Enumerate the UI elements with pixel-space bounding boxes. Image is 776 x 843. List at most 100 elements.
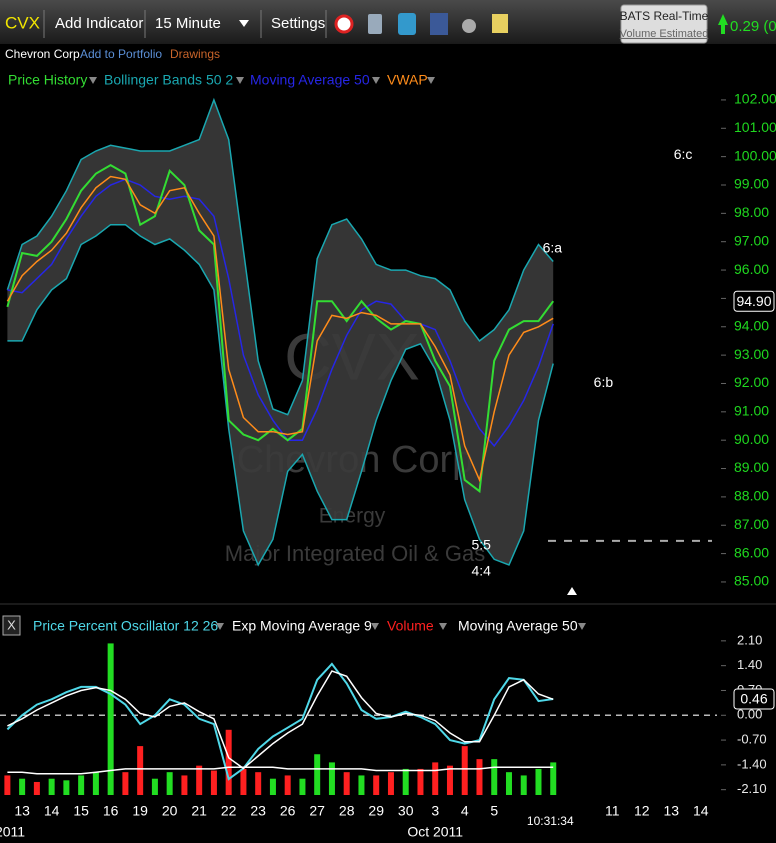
legend-arrow[interactable]: [439, 623, 447, 630]
legend-arrow[interactable]: [216, 623, 224, 630]
volume-bar: [78, 775, 85, 795]
annotation: 5:5: [472, 537, 492, 553]
legend-arrow[interactable]: [89, 77, 97, 84]
change: 0.29 (0.: [730, 18, 776, 35]
legend-entry[interactable]: Bollinger Bands 50 2: [104, 72, 233, 88]
x-tick-label: 14: [693, 803, 709, 819]
legend-arrow[interactable]: [372, 77, 380, 84]
volume-bar: [255, 772, 262, 795]
y-tick-label: 90.00: [734, 431, 769, 447]
y-tick-label: 93.00: [734, 346, 769, 362]
x-tick-label: 14: [44, 803, 60, 819]
sticky-icon[interactable]: [492, 14, 508, 33]
x-tick-label: 11: [605, 803, 620, 819]
y-tick-label: 96.00: [734, 261, 769, 277]
x-tick-label: 30: [398, 803, 414, 819]
x-tick-label: 5: [490, 803, 498, 819]
last-value-box: [733, 688, 775, 710]
close-button[interactable]: X: [7, 617, 16, 632]
x-tick-label: 13: [14, 803, 30, 819]
legend-entry[interactable]: VWAP: [387, 72, 428, 88]
y-tick-label: 1.40: [737, 657, 762, 672]
notes-icon[interactable]: [368, 14, 382, 34]
legend-entry[interactable]: Moving Average 50: [458, 618, 578, 634]
volume-bar: [137, 746, 144, 795]
volume-bar: [284, 775, 291, 795]
x-tick-label: 13: [663, 803, 679, 819]
twitter-icon[interactable]: [398, 13, 416, 35]
y-tick-label: 85.00: [734, 573, 769, 589]
legend-arrow[interactable]: [578, 623, 586, 630]
volume-bar: [432, 762, 439, 795]
volume-bar: [417, 768, 424, 795]
volume-bar: [299, 778, 306, 795]
y-tick-label: 101.00: [734, 119, 776, 135]
close-box[interactable]: [2, 615, 21, 636]
company: Chevron Corp: [5, 47, 80, 61]
legend-entry[interactable]: Price History: [8, 72, 87, 88]
feed-note[interactable]: Volume Estimated: [620, 28, 709, 40]
volume-bar: [92, 772, 99, 795]
y-tick-label: 94.00: [734, 317, 769, 333]
volume-bar: [550, 762, 557, 795]
y-tick-label: 102.00: [734, 91, 776, 107]
y-tick-label: -0.70: [737, 732, 767, 747]
volume-bar: [328, 762, 335, 795]
drawings[interactable]: Drawings: [170, 47, 220, 61]
interval[interactable]: 15 Minute: [155, 15, 221, 32]
legend-arrow[interactable]: [371, 623, 379, 630]
volume-bar: [225, 729, 232, 795]
toolbar-icons: [334, 13, 508, 35]
legend-arrow[interactable]: [236, 77, 244, 84]
volume-bar: [269, 778, 276, 795]
y-tick-label: 100.00: [734, 147, 776, 163]
y-tick-label: 88.00: [734, 488, 769, 504]
x-tick-label: 16: [103, 803, 119, 819]
annotation: 6:c: [674, 146, 693, 162]
y-tick-label: 86.00: [734, 544, 769, 560]
add-indicator[interactable]: Add Indicator: [55, 15, 143, 32]
volume-bar: [476, 759, 483, 795]
x-tick-label: 23: [250, 803, 266, 819]
band-lower: [7, 223, 554, 567]
symbol[interactable]: CVX: [5, 13, 40, 32]
y-tick-label: 92.00: [734, 374, 769, 390]
x-tick-label: 20: [162, 803, 178, 819]
y-tick-label: 87.00: [734, 516, 769, 532]
y-tick-label: 0.00: [737, 707, 762, 722]
add-to-portfolio[interactable]: Add to Portfolio: [80, 47, 162, 61]
volume-bar: [373, 775, 380, 795]
legend-arrow[interactable]: [427, 77, 435, 84]
volume-bar: [122, 772, 129, 795]
legend-entry[interactable]: Moving Average 50: [250, 72, 370, 88]
legend-entry[interactable]: Exp Moving Average 9: [232, 618, 372, 634]
legend-entry[interactable]: Price Percent Oscillator 12 26: [33, 618, 218, 634]
volume-bar: [387, 772, 394, 795]
x-tick-label: 12: [634, 803, 650, 819]
volume-bar: [63, 780, 70, 795]
x-tick-label: 22: [221, 803, 237, 819]
x-tick-label: 26: [280, 803, 296, 819]
series-line: [6, 175, 554, 483]
series-line: [7, 766, 554, 775]
legend-entry[interactable]: Volume: [387, 618, 434, 634]
camera-icon[interactable]: [462, 19, 476, 33]
volume-bar: [314, 754, 321, 795]
y-tick-label: -2.10: [737, 781, 767, 796]
alarm-icon[interactable]: [334, 14, 354, 34]
volume-bar: [210, 770, 217, 795]
volume-bar: [358, 775, 365, 795]
facebook-icon[interactable]: [430, 13, 448, 35]
y-tick-label: -1.40: [737, 756, 767, 771]
volume-bar: [240, 768, 247, 795]
dropdown-arrow[interactable]: [239, 20, 249, 27]
annotation: 4:4: [472, 563, 492, 579]
feed-box[interactable]: [620, 4, 708, 44]
settings[interactable]: Settings: [271, 15, 325, 32]
last-value-box: [733, 290, 775, 312]
annotation: 6:b: [594, 374, 614, 390]
y-tick-label: 99.00: [734, 176, 769, 192]
volume-bar: [151, 778, 158, 795]
